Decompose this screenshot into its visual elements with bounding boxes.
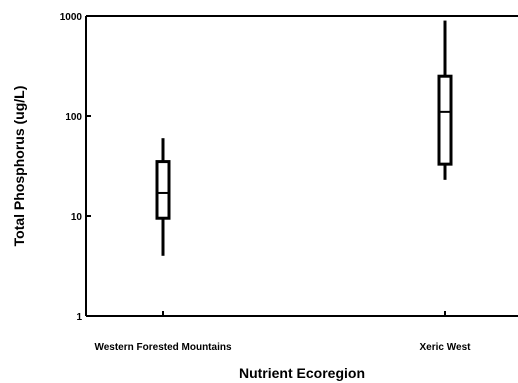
plot-area — [85, 15, 518, 317]
interquartile-box — [437, 74, 453, 166]
box-0 — [155, 138, 171, 256]
x-axis-title: Nutrient Ecoregion — [239, 365, 365, 381]
y-tick-label: 100 — [65, 112, 82, 123]
box-series — [155, 20, 453, 256]
x-tick-label: Western Forested Mountains — [94, 342, 231, 353]
box-1 — [437, 20, 453, 180]
y-tick-label: 1000 — [60, 12, 83, 23]
x-axis-ticks: Western Forested Mountains Xeric West — [94, 311, 471, 353]
y-axis-title: Total Phosphorus (ug/L) — [11, 86, 27, 247]
interquartile-box — [155, 160, 171, 220]
y-tick-label: 10 — [71, 212, 83, 223]
y-tick-label: 1 — [76, 312, 82, 323]
x-tick-label: Xeric West — [420, 342, 472, 353]
y-axis-ticks: 1 10 100 1000 — [60, 12, 91, 323]
